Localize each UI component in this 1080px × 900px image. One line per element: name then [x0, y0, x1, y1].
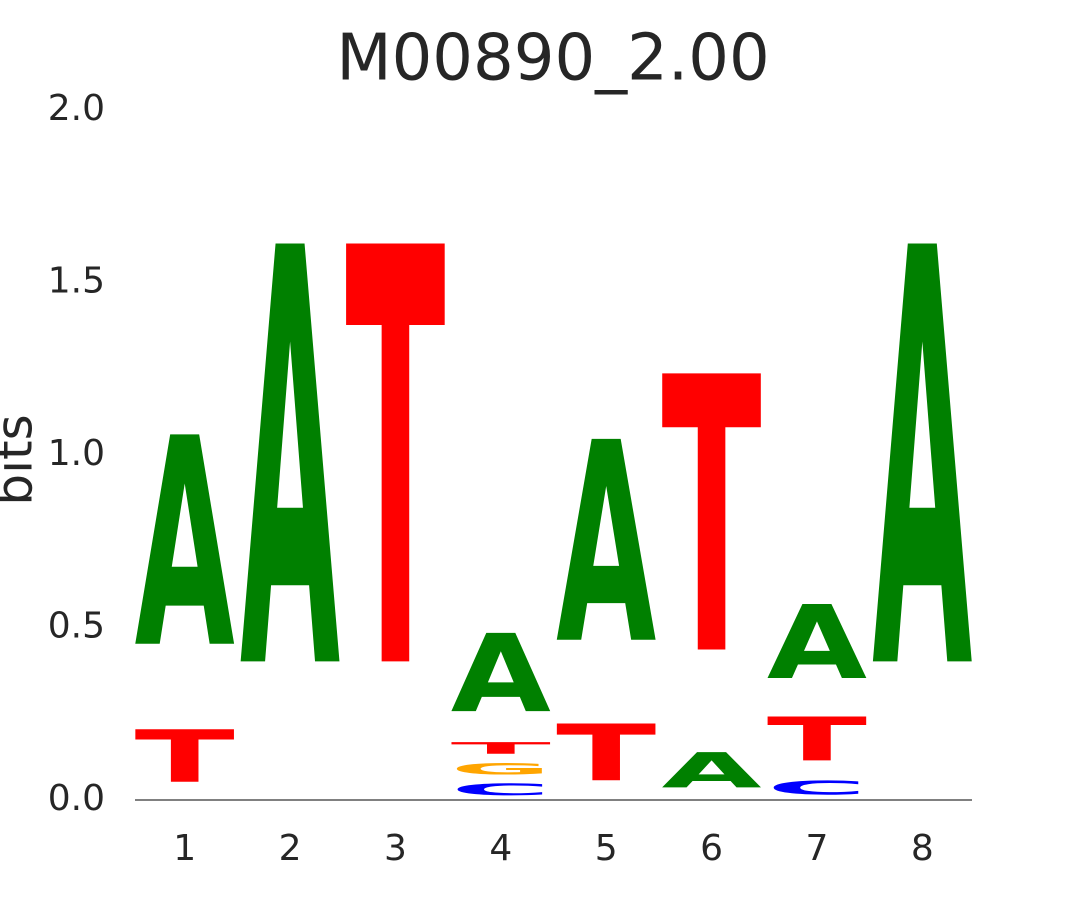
logo-letter: T	[767, 705, 867, 775]
x-tick-label: 8	[911, 828, 934, 869]
x-tick-label: 5	[595, 828, 618, 869]
chart-title: M00890_2.00	[336, 22, 769, 96]
logo-letter: A	[662, 743, 763, 800]
y-axis-label: bits	[0, 414, 44, 505]
x-tick-label: 3	[384, 828, 407, 869]
logo-letter: A	[451, 613, 551, 738]
logo-letter: A	[872, 130, 973, 798]
logo-letter: A	[240, 130, 341, 798]
logo-letter: T	[662, 297, 763, 739]
logo-letter: T	[451, 739, 551, 758]
logo-letter: G	[451, 760, 551, 779]
x-tick-label: 4	[489, 828, 512, 869]
logo-letter: T	[345, 130, 446, 797]
y-tick-label: 0.0	[48, 778, 105, 819]
logo-letter: A	[556, 384, 656, 705]
x-tick-label: 1	[173, 828, 196, 869]
y-tick-label: 1.5	[48, 261, 105, 302]
x-tick-label: 7	[805, 828, 828, 869]
x-tick-label: 6	[700, 828, 723, 869]
logo-letter: A	[135, 377, 235, 712]
x-tick-label: 2	[279, 828, 302, 869]
y-tick-label: 2.0	[48, 88, 105, 129]
logo-letter: C	[767, 777, 867, 799]
logo-letter: T	[135, 716, 235, 799]
y-tick-label: 1.0	[48, 433, 105, 474]
logo-letter: A	[767, 585, 867, 703]
logo-letter: C	[451, 780, 551, 799]
y-tick-label: 0.5	[48, 606, 105, 647]
logo-letter: T	[556, 708, 656, 799]
